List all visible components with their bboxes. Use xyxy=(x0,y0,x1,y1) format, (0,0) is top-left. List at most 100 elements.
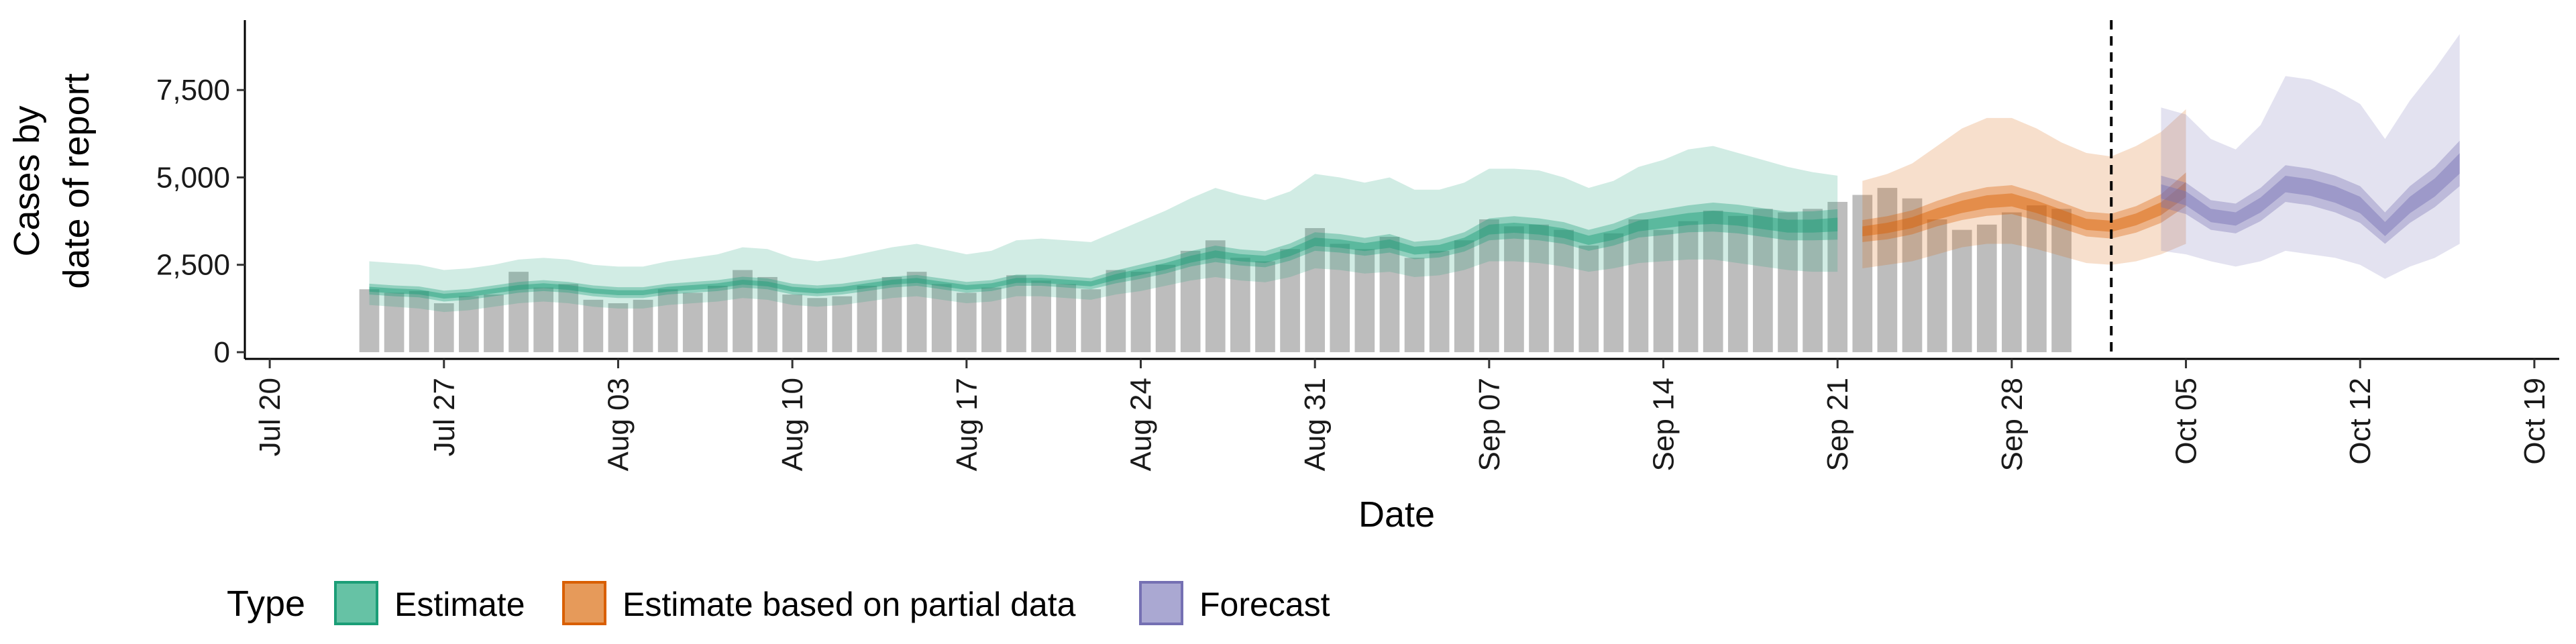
estimate-based-on-partial-data-50-interval xyxy=(1862,172,2186,242)
observed-cases-bars xyxy=(359,188,2072,352)
estimate-90-interval xyxy=(369,146,1838,313)
case-bar xyxy=(733,270,753,352)
case-bar xyxy=(1827,201,1848,352)
x-tick-label: Aug 17 xyxy=(951,378,983,471)
case-bar xyxy=(1255,261,1275,352)
case-bar xyxy=(1578,246,1599,352)
case-bar xyxy=(2051,209,2072,352)
case-bar xyxy=(1031,280,1051,352)
case-bar xyxy=(1902,198,1923,352)
case-bar xyxy=(484,294,504,352)
case-bar xyxy=(1554,229,1574,352)
case-bar xyxy=(807,298,828,352)
case-bar xyxy=(1280,249,1300,352)
x-tick-label: Aug 24 xyxy=(1124,378,1157,471)
case-bar xyxy=(533,287,553,352)
case-bar xyxy=(1479,219,1499,352)
x-tick-label: Oct 19 xyxy=(2518,378,2551,465)
case-bar xyxy=(1976,224,1997,352)
case-bar xyxy=(757,276,777,352)
case-bar xyxy=(608,303,629,352)
case-bar xyxy=(1529,224,1549,352)
case-bar xyxy=(1155,264,1176,352)
case-bar xyxy=(1603,233,1624,352)
case-bar xyxy=(782,294,802,352)
x-tick-label: Sep 28 xyxy=(1996,378,2029,471)
x-tick-label: Oct 05 xyxy=(2170,378,2203,465)
case-bar xyxy=(657,289,678,352)
estimate-20-interval xyxy=(369,211,1838,299)
case-bar xyxy=(881,276,902,352)
case-bar xyxy=(931,284,952,352)
x-tick-label: Aug 31 xyxy=(1299,378,1332,471)
legend-label: Estimate based on partial data xyxy=(623,586,1076,623)
case-bar xyxy=(1404,258,1425,352)
y-axis-title: Cases by date of report xyxy=(7,73,97,288)
case-bar xyxy=(1877,188,1898,352)
case-bar xyxy=(832,296,853,352)
case-bar xyxy=(1628,219,1649,352)
y-tick-label: 0 xyxy=(214,336,230,369)
case-bar xyxy=(1081,289,1102,352)
case-bar xyxy=(1354,249,1375,352)
case-bar xyxy=(1803,209,1823,352)
forecast-50-interval xyxy=(2161,140,2460,244)
legend-key-estimate xyxy=(334,581,378,625)
x-axis-title: Date xyxy=(1358,494,1435,535)
case-bar xyxy=(359,289,380,352)
x-tick-label: Oct 12 xyxy=(2344,378,2377,465)
x-tick-label: Sep 07 xyxy=(1473,378,1506,471)
forecast-90-interval xyxy=(2161,34,2460,279)
case-bar xyxy=(508,272,529,352)
case-bar xyxy=(906,272,927,352)
case-bar xyxy=(1180,250,1201,352)
y-axis-title-line-1: Cases by xyxy=(7,105,47,256)
case-bar xyxy=(409,290,429,352)
case-bar xyxy=(708,286,728,352)
case-bar xyxy=(384,292,405,352)
case-bar xyxy=(1852,195,1873,352)
x-tick-label: Aug 10 xyxy=(776,378,809,471)
legend-key-estimate-based-on-partial-data xyxy=(562,581,606,625)
y-tick-label: 7,500 xyxy=(156,74,230,107)
case-bar xyxy=(1504,226,1524,352)
case-bar xyxy=(956,292,977,352)
legend: Type Estimate Estimate based on partial d… xyxy=(227,581,1330,625)
case-bar xyxy=(981,287,1002,352)
case-bar xyxy=(1454,240,1474,352)
case-bar xyxy=(1379,237,1400,352)
legend-title: Type xyxy=(227,584,305,624)
case-bar xyxy=(459,296,479,352)
case-bar xyxy=(2002,212,2022,352)
estimate-50-interval xyxy=(369,202,1838,302)
y-tick-label: 5,000 xyxy=(156,161,230,194)
case-bar xyxy=(1130,272,1151,352)
case-bar xyxy=(633,299,653,352)
x-tick-label: Jul 20 xyxy=(254,378,286,456)
case-bar xyxy=(1678,221,1699,352)
case-bar xyxy=(1778,212,1798,352)
case-bar xyxy=(1006,275,1026,352)
case-bar xyxy=(1927,219,1947,352)
x-tick-label: Aug 03 xyxy=(602,378,635,471)
x-tick-label: Jul 27 xyxy=(428,378,461,456)
case-bar xyxy=(857,286,877,352)
case-bar xyxy=(583,299,604,352)
case-bar xyxy=(1230,258,1250,352)
estimate-based-on-partial-data-20-interval xyxy=(1862,182,2186,237)
x-tick-label: Sep 14 xyxy=(1648,378,1680,471)
case-bar xyxy=(682,292,703,352)
legend-label: Forecast xyxy=(1199,586,1330,623)
case-bar xyxy=(1106,270,1126,352)
case-bar xyxy=(1330,244,1350,352)
case-bar xyxy=(2027,205,2047,352)
case-bar xyxy=(1056,284,1077,352)
legend-key-forecast xyxy=(1139,581,1183,625)
estimate-based-on-partial-data-90-interval xyxy=(1862,109,2186,268)
axes: 0 2,500 5,000 7,500 Jul 20 Jul 27 Aug 03 Aug 10… xyxy=(156,20,2559,471)
y-axis-title-line-2: date of report xyxy=(56,73,97,288)
case-bar xyxy=(1653,229,1674,352)
case-bar xyxy=(1703,210,1723,352)
case-bar xyxy=(1305,228,1325,352)
